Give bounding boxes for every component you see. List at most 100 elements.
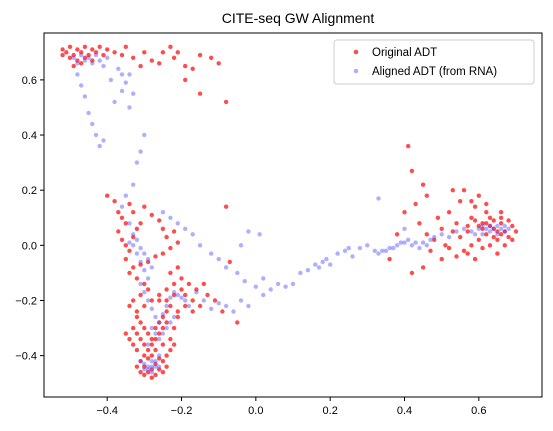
point-s1-113 (324, 256, 329, 262)
point-s0-172 (454, 221, 459, 226)
point-s0-50 (134, 226, 140, 231)
point-s1-131 (413, 240, 418, 245)
x-tick-label-2: 0.0 (248, 405, 263, 417)
point-s1-39 (149, 265, 154, 270)
point-s0-192 (458, 234, 463, 240)
point-s1-147 (495, 223, 500, 229)
point-s0-183 (502, 229, 507, 234)
point-s0-119 (175, 314, 180, 320)
point-s1-133 (420, 240, 426, 245)
point-s0-14 (75, 58, 80, 63)
point-s1-110 (313, 262, 318, 267)
y-tick-label-0: −0.4 (15, 351, 37, 363)
point-s1-84 (190, 232, 195, 237)
y-tick-label-5: 0.6 (22, 75, 37, 87)
point-s1-155 (502, 229, 507, 234)
point-s0-166 (435, 215, 441, 220)
point-s0-35 (216, 61, 221, 66)
point-s0-108 (160, 325, 166, 331)
point-s1-13 (86, 110, 91, 116)
point-s1-0 (71, 55, 76, 60)
point-s0-127 (164, 364, 169, 369)
point-s0-13 (67, 55, 73, 60)
point-s1-88 (223, 265, 229, 270)
point-s1-154 (495, 232, 500, 237)
point-s0-39 (157, 61, 162, 66)
point-s0-179 (487, 215, 493, 220)
point-s0-82 (175, 265, 180, 270)
point-s0-200 (480, 226, 485, 231)
point-s1-141 (469, 229, 474, 234)
point-s1-61 (153, 331, 158, 336)
point-s0-11 (101, 52, 106, 58)
point-s0-70 (142, 281, 147, 287)
point-s1-136 (432, 234, 437, 240)
point-s0-81 (179, 276, 184, 281)
point-s0-126 (160, 370, 166, 375)
point-s1-47 (142, 290, 147, 295)
point-s1-7 (97, 58, 102, 63)
point-s0-128 (142, 372, 147, 378)
point-s0-217 (506, 218, 511, 223)
point-s1-8 (101, 63, 106, 69)
point-s1-66 (171, 314, 177, 320)
point-s0-73 (131, 298, 136, 303)
point-s1-123 (383, 248, 389, 253)
point-s1-63 (160, 331, 166, 336)
point-s0-143 (179, 287, 184, 292)
point-s1-17 (101, 138, 106, 143)
point-s0-29 (171, 55, 177, 60)
point-s1-77 (149, 364, 154, 369)
point-s0-97 (160, 314, 166, 320)
point-s0-27 (160, 50, 166, 55)
point-s0-98 (164, 309, 169, 314)
point-s0-32 (190, 66, 195, 72)
point-s0-173 (465, 229, 470, 234)
point-s0-156 (409, 168, 415, 174)
point-s0-167 (439, 226, 444, 231)
point-s1-21 (119, 72, 125, 77)
point-s0-215 (484, 201, 489, 207)
point-s0-90 (134, 314, 140, 320)
point-s1-41 (131, 243, 136, 248)
point-s0-2 (67, 44, 73, 49)
point-s1-143 (480, 223, 485, 229)
point-s1-4 (86, 55, 91, 60)
point-s0-205 (498, 232, 504, 237)
point-s0-145 (194, 287, 199, 292)
point-s0-66 (131, 265, 136, 270)
point-s0-158 (413, 201, 418, 207)
point-s1-76 (145, 367, 151, 372)
point-s0-40 (105, 193, 110, 198)
point-s0-201 (484, 221, 489, 226)
point-s1-121 (376, 251, 381, 256)
point-s1-125 (391, 245, 396, 251)
point-s1-69 (145, 364, 151, 369)
legend: Original ADT Aligned ADT (from RNA) (333, 39, 535, 85)
point-s0-169 (450, 188, 455, 193)
point-s0-193 (465, 251, 470, 256)
point-s0-202 (487, 223, 493, 229)
point-s0-48 (127, 248, 132, 253)
point-s0-12 (105, 47, 110, 52)
point-s1-130 (409, 243, 415, 248)
point-s0-171 (461, 188, 467, 193)
point-s0-136 (160, 359, 166, 364)
point-s1-12 (82, 94, 88, 99)
series-1 (71, 52, 511, 375)
point-s0-9 (93, 50, 99, 55)
point-s0-56 (157, 218, 162, 223)
point-s1-89 (235, 270, 240, 276)
y-tick-label-2: 0.0 (22, 240, 37, 252)
point-s0-103 (142, 342, 147, 347)
point-s0-6 (82, 44, 88, 49)
point-s1-58 (183, 298, 188, 303)
point-s1-22 (123, 80, 128, 85)
point-s0-37 (197, 91, 203, 96)
point-s0-4 (75, 47, 80, 52)
point-s1-57 (179, 295, 184, 300)
point-s1-48 (145, 298, 151, 303)
point-s1-93 (246, 229, 251, 234)
point-s1-100 (223, 303, 229, 309)
point-s1-129 (406, 237, 411, 242)
